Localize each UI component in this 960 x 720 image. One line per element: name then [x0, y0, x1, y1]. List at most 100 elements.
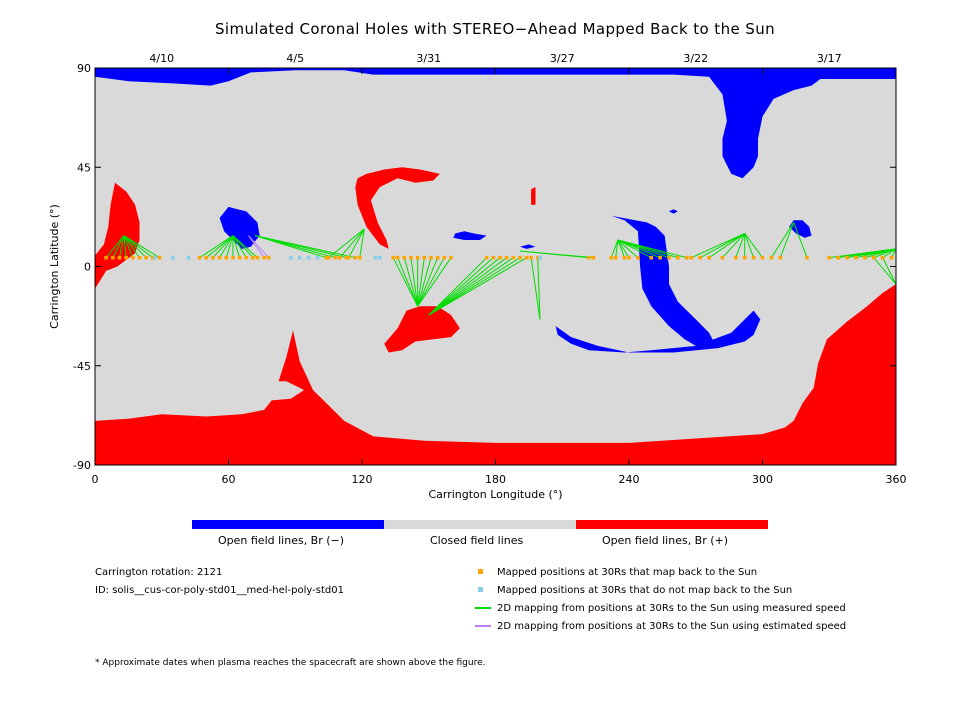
colorbar-label-closed: Closed field lines — [430, 534, 524, 547]
unmapped-position-marker — [186, 255, 191, 260]
measured-mapping-line — [530, 257, 541, 320]
legend-estimated-line — [475, 625, 491, 627]
x-tick-label: 0 — [92, 473, 99, 486]
date-tick-label: 3/22 — [683, 52, 708, 65]
measured-mapping-line — [225, 235, 234, 258]
colorbar — [192, 520, 768, 529]
mapped-position-marker — [484, 255, 489, 260]
measured-mapping-line — [519, 250, 594, 259]
unmapped-position-marker — [373, 255, 378, 260]
mapped-position-marker — [211, 255, 215, 260]
mapped-position-marker — [104, 255, 108, 260]
mapped-position-marker — [622, 255, 627, 260]
mapped-position-marker — [518, 255, 522, 260]
mapped-position-marker — [231, 255, 235, 260]
measured-mapping-line — [232, 235, 258, 259]
legend-estimated-label: 2D mapping from positions at 30Rs to the… — [497, 621, 847, 632]
date-tick-label: 4/10 — [149, 52, 174, 65]
measured-mapping-line — [232, 235, 247, 258]
mapped-position-marker — [698, 255, 702, 260]
mapped-position-marker — [845, 255, 849, 260]
mapped-position-marker — [742, 255, 747, 260]
measured-mapping-line — [123, 235, 127, 258]
mapped-position-marker — [422, 255, 427, 260]
measured-mapping-line — [428, 257, 501, 316]
mapped-position-marker — [204, 255, 209, 260]
y-tick-label: -45 — [73, 360, 91, 373]
mapped-position-marker — [720, 255, 725, 260]
unmapped-position-marker — [378, 255, 382, 260]
mapped-position-marker — [255, 255, 260, 260]
closed-field-background — [95, 68, 896, 465]
measured-mapping-line — [328, 228, 365, 259]
mapped-position-marker — [491, 255, 496, 260]
mapped-position-marker — [131, 255, 135, 260]
x-tick-label: 180 — [485, 473, 506, 486]
x-axis-label: Carrington Longitude (°) — [428, 488, 562, 501]
mapped-position-marker — [395, 255, 400, 260]
date-tick-label: 3/31 — [416, 52, 441, 65]
legend-unmapped-marker — [478, 587, 483, 592]
mapped-position-marker — [734, 255, 738, 260]
measured-mapping-line — [882, 257, 897, 285]
open-negative-region — [555, 310, 761, 353]
unmapped-position-marker — [289, 255, 293, 260]
measured-mapping-line — [123, 235, 140, 258]
colorbar-open-negative — [192, 520, 384, 529]
open-negative-region — [95, 68, 896, 179]
closed-field-island — [250, 381, 305, 401]
mapped-position-marker — [805, 255, 809, 260]
measured-mapping-line — [205, 235, 234, 259]
colorbar-label-open-positive: Open field lines, Br (+) — [602, 534, 729, 547]
mapped-position-marker — [237, 255, 242, 260]
mapped-position-marker — [613, 255, 618, 260]
mapped-position-marker — [498, 255, 502, 260]
mapped-position-marker — [871, 255, 876, 260]
legend-measured-line — [475, 607, 491, 609]
carrington-rotation: Carrington rotation: 2121 — [95, 567, 223, 578]
measured-mapping-line — [793, 222, 808, 258]
open-positive-region — [95, 284, 896, 465]
mapped-position-marker — [636, 255, 640, 260]
mapped-position-marker — [333, 255, 338, 260]
measured-mapping-line — [428, 257, 507, 316]
legend-unmapped-label: Mapped positions at 30Rs that do not map… — [497, 585, 793, 596]
measured-mapping-line — [417, 257, 452, 307]
measured-mapping-line — [232, 235, 241, 258]
x-tick-label: 60 — [222, 473, 236, 486]
mapped-position-marker — [435, 255, 440, 260]
mapped-position-marker — [344, 255, 349, 260]
unmapped-position-marker — [297, 255, 302, 260]
legend-mapped-label: Mapped positions at 30Rs that map back t… — [497, 567, 758, 578]
estimated-mapping-line — [248, 235, 265, 258]
mapped-position-marker — [244, 255, 249, 260]
measured-mapping-line — [199, 235, 234, 259]
estimated-mapping-line — [248, 235, 269, 259]
x-tick-label: 240 — [619, 473, 640, 486]
mapped-position-marker — [324, 255, 329, 260]
mapped-position-marker — [137, 255, 142, 260]
open-negative-region — [453, 231, 487, 240]
legend-measured-label: 2D mapping from positions at 30Rs to the… — [497, 603, 846, 614]
legend-mapped-marker — [478, 569, 483, 574]
model-id: ID: solis__cus-cor-poly-std01__med-hel-p… — [95, 585, 344, 596]
measured-mapping-line — [392, 257, 419, 307]
measured-mapping-line — [123, 235, 154, 259]
measured-mapping-line — [708, 233, 745, 259]
measured-mapping-line — [417, 257, 439, 307]
mapped-position-marker — [707, 255, 711, 260]
mapped-position-marker — [609, 255, 613, 260]
mapped-position-marker — [627, 255, 631, 260]
mapped-position-marker — [402, 255, 407, 260]
mapped-position-marker — [685, 255, 689, 260]
colorbar-label-open-negative: Open field lines, Br (−) — [218, 534, 345, 547]
measured-mapping-line — [537, 257, 541, 320]
mapped-position-marker — [529, 255, 533, 260]
measured-mapping-line — [864, 248, 897, 259]
mapped-position-marker — [357, 255, 362, 260]
mapped-position-marker — [217, 255, 222, 260]
measured-mapping-line — [615, 239, 619, 258]
unmapped-position-marker — [315, 255, 320, 260]
y-tick-label: 45 — [77, 161, 91, 174]
